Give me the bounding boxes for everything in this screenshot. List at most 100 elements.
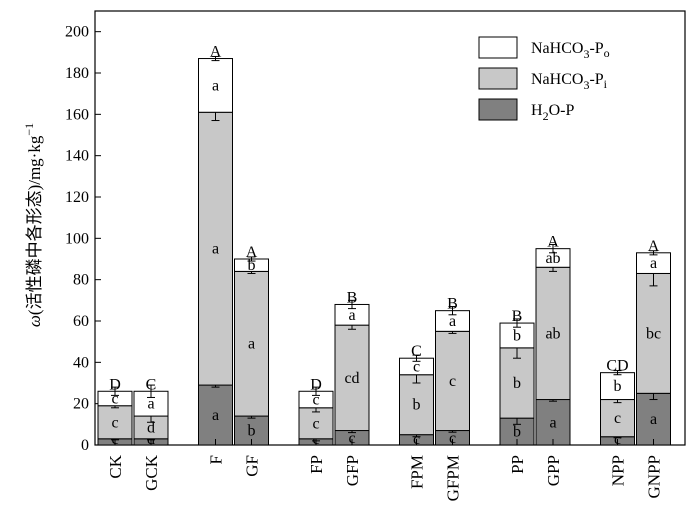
legend-item-h2o: H2O-P: [478, 98, 574, 123]
y-axis-title-symbol: ω: [25, 315, 44, 327]
total-significance-letter: B: [447, 296, 458, 313]
significance-letter: a: [549, 414, 556, 431]
significance-letter: a: [348, 307, 355, 324]
significance-letter: ab: [545, 325, 560, 342]
x-category-label: CK: [106, 454, 125, 478]
x-axis: CK GCK F GF FP GFP FPM GFPM PP GPP NPP GNPP: [106, 439, 664, 501]
significance-letter: b: [513, 375, 521, 392]
bar-stack: c c aB: [435, 296, 470, 447]
significance-letter: c: [413, 358, 420, 375]
y-axis: 0 20 40 60 80 100 120 140 160 180 200: [65, 24, 101, 454]
x-category-label: NPP: [609, 455, 628, 486]
significance-letter: a: [650, 255, 657, 272]
total-significance-letter: A: [210, 44, 222, 61]
legend-label-sub: 3: [583, 47, 589, 61]
legend-swatch-pi: [478, 67, 518, 90]
y-tick-label: 20: [73, 396, 89, 413]
legend-label-rest: O-P: [549, 102, 575, 119]
total-significance-letter: A: [246, 244, 258, 261]
legend-item-po: NaHCO3-Po: [478, 36, 610, 61]
bar-stack: cccD: [298, 376, 334, 448]
significance-letter: ab: [545, 250, 560, 267]
bar-stack: c cd aB: [334, 289, 370, 447]
total-significance-letter: A: [648, 238, 660, 255]
bar-segment-pi: [234, 270, 269, 417]
bar-stack: cccD: [97, 376, 133, 448]
significance-letter: bc: [646, 325, 661, 342]
y-tick-label: 200: [65, 24, 89, 41]
x-category-label: GPP: [544, 455, 563, 486]
significance-letter: c: [449, 430, 456, 447]
y-tick-label: 140: [65, 148, 89, 165]
y-axis-title-exponent: −1: [22, 123, 36, 136]
significance-letter: d: [147, 419, 155, 436]
y-tick-label: 80: [73, 272, 89, 289]
legend-label-sub: 2: [543, 109, 549, 123]
x-category-label: GFPM: [444, 455, 463, 501]
total-significance-letter: B: [347, 289, 358, 306]
significance-letter: c: [449, 373, 456, 390]
y-axis-title-text: (活性磷中各形态)/mg·kg: [25, 135, 44, 315]
x-category-label: GFP: [343, 455, 362, 486]
bar-segment-pi: [600, 399, 635, 438]
total-significance-letter: D: [109, 376, 121, 393]
bar-segment-h2o: [535, 399, 571, 446]
x-category-label: F: [207, 455, 226, 464]
legend-label-sub: 3: [583, 78, 589, 92]
bar-segment-pi: [636, 272, 671, 394]
significance-letter: c: [111, 414, 118, 431]
bar-segment-pi: [435, 330, 470, 432]
total-significance-letter: CD: [606, 358, 628, 375]
x-category-label: PP: [508, 455, 527, 474]
total-significance-letter: C: [411, 343, 422, 360]
y-tick-label: 160: [65, 106, 89, 123]
significance-letter: a: [248, 336, 255, 353]
legend-label-h2o: H2O-P: [531, 102, 574, 123]
bar-stack: ddaC: [133, 376, 169, 448]
bar-segment-pi: [399, 374, 434, 436]
significance-letter: c: [614, 410, 621, 427]
legend-label-rest: -P: [589, 71, 603, 88]
legend-label-po: NaHCO3-Po: [531, 40, 610, 61]
total-significance-letter: B: [512, 308, 523, 325]
significance-letter: b: [248, 257, 256, 274]
legend-swatch-h2o: [478, 98, 518, 121]
legend-item-pi: NaHCO3-Pi: [478, 67, 608, 92]
bar-segment-pi: [198, 111, 233, 386]
total-significance-letter: A: [547, 234, 559, 251]
y-tick-label: 60: [73, 313, 89, 330]
significance-letter: a: [449, 313, 456, 330]
x-category-label: GNPP: [645, 455, 664, 498]
bars: cccDddaCaaaAbabAcccDccdaBcbcCccaBbbbBaab…: [97, 44, 671, 448]
legend-label-rest: -P: [589, 40, 603, 57]
bar-segment-h2o: [636, 392, 671, 446]
significance-letter: b: [513, 424, 521, 441]
bar-segment-pi: [499, 347, 535, 419]
bar-segment-pi: [298, 407, 334, 440]
bar-segment-pi: [97, 405, 133, 440]
plot-frame: [94, 10, 686, 446]
x-category-label: GCK: [142, 454, 161, 491]
significance-letter: c: [111, 391, 118, 408]
y-tick-label: 120: [65, 189, 89, 206]
legend-label-rest-sub: o: [604, 46, 610, 60]
bar-stack: cbcC: [399, 343, 434, 448]
significance-letter: b: [413, 397, 421, 414]
significance-letter: a: [212, 407, 219, 424]
y-tick-label: 180: [65, 65, 89, 82]
significance-letter: b: [513, 327, 521, 344]
significance-letter: a: [212, 77, 219, 94]
legend-label-main: NaHCO: [531, 71, 583, 88]
legend-swatch-po: [478, 36, 518, 59]
y-axis-title: ω(活性磷中各形态)/mg·kg−1: [22, 123, 44, 327]
bar-segment-po: [600, 372, 635, 401]
y-tick-label: 40: [73, 354, 89, 371]
legend-label-main: H: [531, 102, 543, 119]
x-category-label: FPM: [408, 455, 427, 489]
x-category-label: GF: [243, 455, 262, 477]
